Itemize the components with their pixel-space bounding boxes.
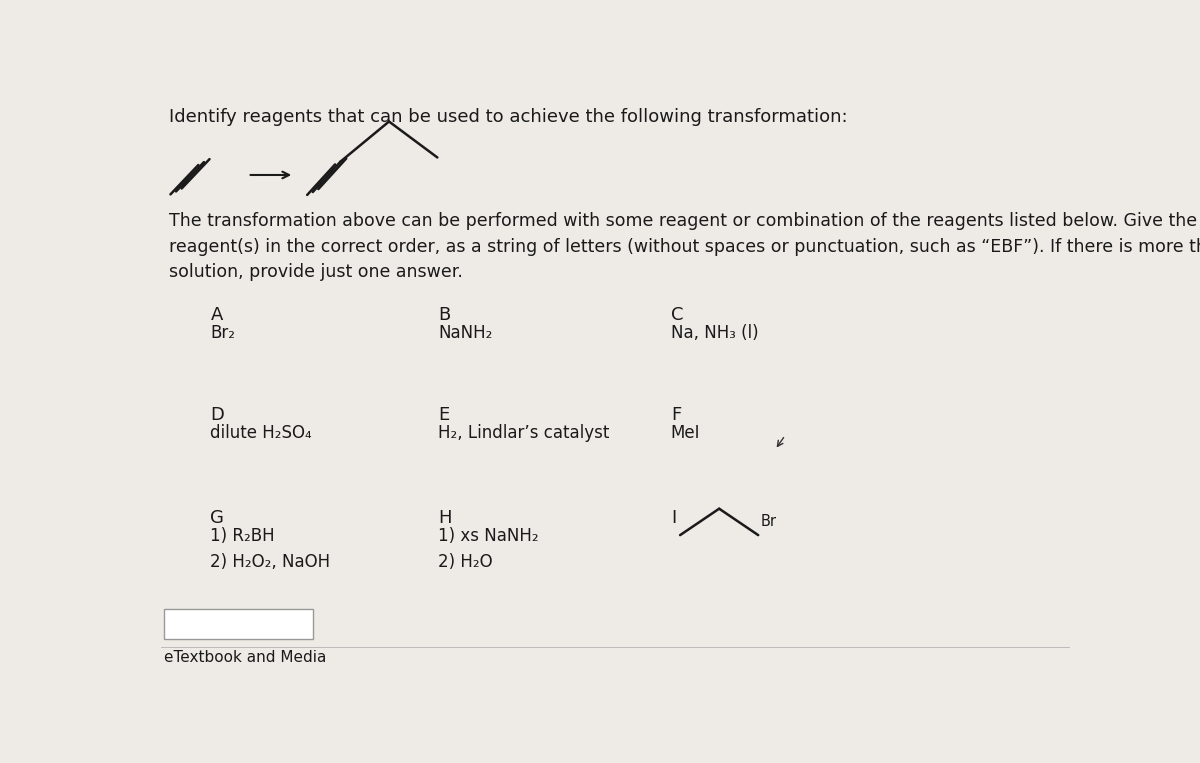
Text: H₂, Lindlar’s catalyst: H₂, Lindlar’s catalyst <box>438 423 610 442</box>
Text: The transformation above can be performed with some reagent or combination of th: The transformation above can be performe… <box>168 212 1200 282</box>
Text: G: G <box>210 509 224 526</box>
Text: MeI: MeI <box>671 423 701 442</box>
Text: Na, NH₃ (l): Na, NH₃ (l) <box>671 324 758 342</box>
Text: eTextbook and Media: eTextbook and Media <box>164 650 326 665</box>
Text: 1) xs NaNH₂
2) H₂O: 1) xs NaNH₂ 2) H₂O <box>438 527 539 571</box>
Text: A: A <box>210 306 223 324</box>
Text: F: F <box>671 406 682 424</box>
FancyBboxPatch shape <box>164 609 313 639</box>
Text: Br: Br <box>761 514 778 530</box>
Text: B: B <box>438 306 450 324</box>
Text: I: I <box>671 509 676 526</box>
Text: Identify reagents that can be used to achieve the following transformation:: Identify reagents that can be used to ac… <box>168 108 847 126</box>
Text: Br₂: Br₂ <box>210 324 235 342</box>
Text: C: C <box>671 306 683 324</box>
Text: dilute H₂SO₄: dilute H₂SO₄ <box>210 423 312 442</box>
Text: E: E <box>438 406 450 424</box>
Text: 1) R₂BH
2) H₂O₂, NaOH: 1) R₂BH 2) H₂O₂, NaOH <box>210 527 330 571</box>
Text: H: H <box>438 509 452 526</box>
Text: D: D <box>210 406 224 424</box>
Text: NaNH₂: NaNH₂ <box>438 324 493 342</box>
